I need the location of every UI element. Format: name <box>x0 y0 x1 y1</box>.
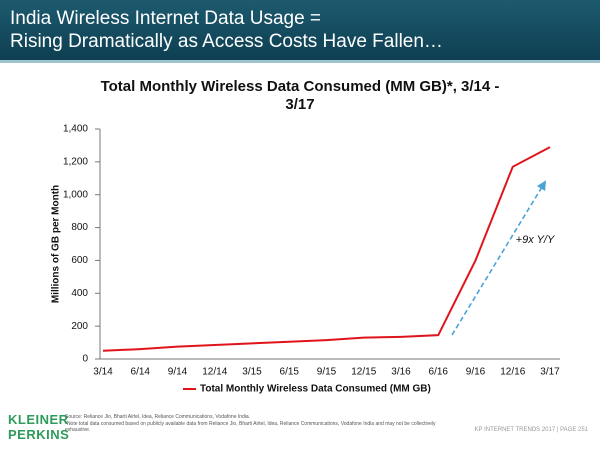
x-tick-label: 9/16 <box>466 367 486 378</box>
y-tick-label: 600 <box>71 255 88 266</box>
x-tick-label: 12/16 <box>500 367 525 378</box>
legend-label: Total Monthly Wireless Data Consumed (MM… <box>200 384 431 395</box>
x-tick-label: 12/15 <box>351 367 376 378</box>
y-tick-label: 1,000 <box>63 189 88 200</box>
slide-title: Rising Dramatically as Access Costs Have… <box>10 31 443 52</box>
chart-title: Total Monthly Wireless Data Consumed (MM… <box>100 78 500 113</box>
note: *Note total data consumed based on publi… <box>65 421 436 433</box>
x-tick-label: 3/17 <box>540 367 560 378</box>
x-tick-label: 3/15 <box>242 367 262 378</box>
y-tick-label: 400 <box>71 288 88 299</box>
y-axis-label: Millions of GB per Month <box>51 185 62 303</box>
slide-title: India Wireless Internet Data Usage = <box>10 8 322 29</box>
y-tick-label: 0 <box>82 354 88 365</box>
trend-arrow <box>451 180 546 336</box>
y-tick-label: 1,400 <box>63 124 88 135</box>
x-tick-label: 3/16 <box>391 367 411 378</box>
logo: PERKINS <box>8 427 70 442</box>
logo: KLEINER <box>8 412 69 427</box>
data-line <box>102 146 551 352</box>
y-tick-label: 1,200 <box>63 156 88 167</box>
x-tick-label: 12/14 <box>202 367 227 378</box>
x-tick-label: 3/14 <box>93 367 113 378</box>
x-tick-label: 9/15 <box>317 367 337 378</box>
x-tick-label: 6/14 <box>131 367 151 378</box>
x-tick-label: 9/14 <box>168 367 188 378</box>
annotation: +9x Y/Y <box>516 234 555 246</box>
header: India Wireless Internet Data Usage = Ris… <box>0 0 600 63</box>
x-tick-label: 6/15 <box>280 367 300 378</box>
y-tick-label: 200 <box>71 321 88 332</box>
page-number: KP INTERNET TRENDS 2017 | PAGE 251 <box>474 427 589 433</box>
y-tick-label: 800 <box>71 222 88 233</box>
source: Source: Reliance Jio, Bharti Airtel, Ide… <box>65 414 251 420</box>
x-tick-label: 6/16 <box>429 367 449 378</box>
